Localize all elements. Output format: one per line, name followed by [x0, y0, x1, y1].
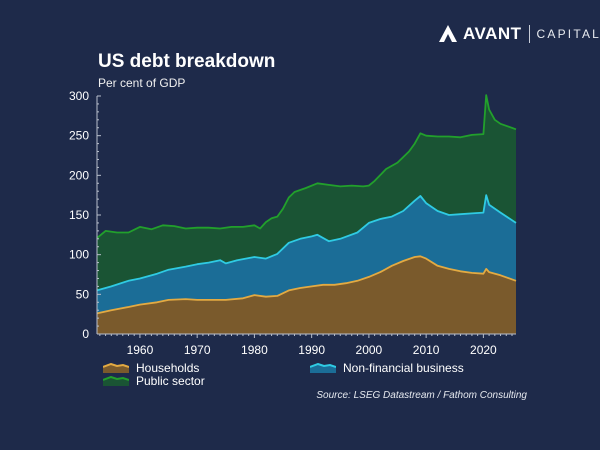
line-public-sector	[96, 94, 517, 239]
brand-subname: CAPITAL	[536, 27, 600, 41]
brand-logo: AVANT CAPITAL	[438, 22, 600, 46]
legend-item-households: Households	[103, 361, 199, 375]
y-tick-label: 0	[82, 327, 89, 341]
series-layer	[96, 94, 517, 334]
legend-item-non-financial-business: Non-financial business	[310, 361, 464, 375]
x-tick-label: 2020	[470, 343, 497, 357]
legend-swatch-non-financial-business	[310, 363, 336, 373]
area-households	[97, 256, 516, 334]
y-tick-label: 250	[69, 129, 89, 143]
line-households	[96, 255, 517, 315]
chart-subtitle: Per cent of GDP	[98, 76, 186, 90]
y-tick-label: 200	[69, 168, 89, 182]
legend-label-public-sector: Public sector	[136, 374, 205, 388]
legend-swatch-households	[103, 363, 129, 373]
brand-name: AVANT	[463, 24, 522, 43]
x-tick-label: 1980	[241, 343, 268, 357]
x-tick-label: 1970	[184, 343, 211, 357]
y-tick-label: 300	[69, 89, 89, 103]
legend-item-public-sector: Public sector	[103, 374, 205, 388]
chart-title: US debt breakdown	[98, 51, 276, 72]
brand-divider	[528, 25, 530, 43]
legend-label-households: Households	[136, 361, 200, 375]
y-tick-label: 100	[69, 248, 89, 262]
source-note: Source: LSEG Datastream / Fathom Consult…	[316, 390, 527, 401]
axes: 0 50 100 150 200 250 300 1960 1970 1980 1990 2000 20…	[69, 89, 516, 357]
line-non-financial-business	[96, 194, 517, 292]
legend-swatch-public-sector	[103, 376, 129, 386]
x-tick-label: 1960	[127, 343, 154, 357]
avant-logo-icon	[439, 25, 457, 42]
x-tick-label: 1990	[298, 343, 325, 357]
x-tick-label: 2000	[356, 343, 383, 357]
legend-label-non-financial-business: Non-financial business	[343, 361, 464, 375]
y-tick-label: 50	[76, 287, 90, 301]
x-tick-label: 2010	[413, 343, 440, 357]
y-tick-label: 150	[69, 208, 89, 222]
